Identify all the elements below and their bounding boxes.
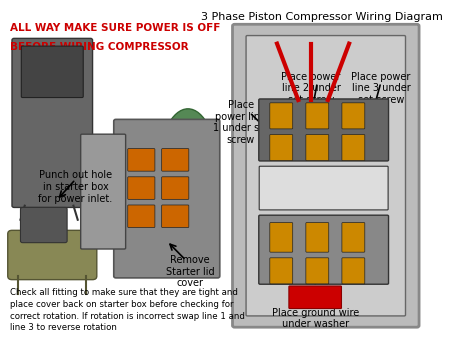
FancyBboxPatch shape xyxy=(342,135,365,160)
FancyBboxPatch shape xyxy=(246,36,405,316)
FancyBboxPatch shape xyxy=(81,134,126,249)
FancyBboxPatch shape xyxy=(162,205,189,228)
FancyBboxPatch shape xyxy=(306,223,329,252)
FancyBboxPatch shape xyxy=(342,103,365,129)
FancyBboxPatch shape xyxy=(306,258,329,284)
Text: BEFORE WIRING COMPRESSOR: BEFORE WIRING COMPRESSOR xyxy=(10,42,189,52)
FancyBboxPatch shape xyxy=(20,207,67,243)
FancyBboxPatch shape xyxy=(8,230,97,280)
Text: Place
power line
1 under set
screw: Place power line 1 under set screw xyxy=(213,100,269,145)
Ellipse shape xyxy=(12,234,92,276)
FancyBboxPatch shape xyxy=(306,135,329,160)
FancyBboxPatch shape xyxy=(259,215,389,284)
FancyBboxPatch shape xyxy=(270,135,293,160)
FancyBboxPatch shape xyxy=(306,103,329,129)
FancyBboxPatch shape xyxy=(128,149,155,171)
FancyBboxPatch shape xyxy=(12,38,92,207)
Ellipse shape xyxy=(158,109,218,232)
FancyBboxPatch shape xyxy=(114,119,220,278)
FancyBboxPatch shape xyxy=(342,223,365,252)
FancyBboxPatch shape xyxy=(270,223,293,252)
FancyBboxPatch shape xyxy=(128,177,155,200)
FancyBboxPatch shape xyxy=(162,149,189,171)
FancyBboxPatch shape xyxy=(162,177,189,200)
Text: Place ground wire
under washer: Place ground wire under washer xyxy=(272,308,359,329)
FancyBboxPatch shape xyxy=(232,24,419,327)
Text: 3 Phase Piston Compressor Wiring Diagram: 3 Phase Piston Compressor Wiring Diagram xyxy=(201,12,443,22)
FancyBboxPatch shape xyxy=(342,258,365,284)
FancyBboxPatch shape xyxy=(289,286,341,308)
FancyBboxPatch shape xyxy=(259,166,388,210)
Text: Place power
line 2 under
set screw: Place power line 2 under set screw xyxy=(281,72,341,105)
FancyBboxPatch shape xyxy=(128,205,155,228)
Text: Punch out hole
in starter box
for power inlet.: Punch out hole in starter box for power … xyxy=(38,170,113,204)
FancyBboxPatch shape xyxy=(259,99,389,161)
FancyBboxPatch shape xyxy=(270,103,293,129)
Text: Place power
line 3 under
set screw: Place power line 3 under set screw xyxy=(351,72,410,105)
FancyBboxPatch shape xyxy=(270,258,293,284)
FancyBboxPatch shape xyxy=(21,46,83,98)
Text: Check all fitting to make sure that they are tight and
place cover back on start: Check all fitting to make sure that they… xyxy=(10,288,245,333)
Text: ALL WAY MAKE SURE POWER IS OFF: ALL WAY MAKE SURE POWER IS OFF xyxy=(10,22,220,33)
Text: Remove
Starter lid
cover: Remove Starter lid cover xyxy=(166,255,214,288)
